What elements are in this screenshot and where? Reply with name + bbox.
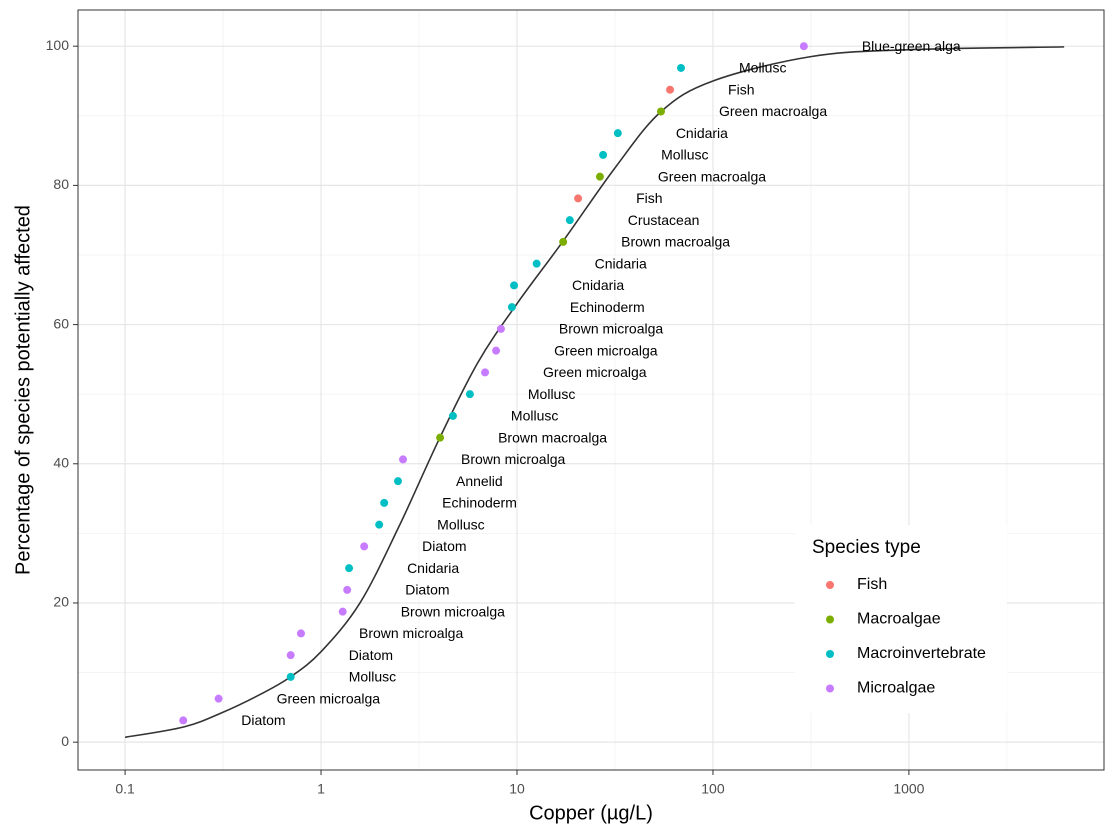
point-label: Brown microalga [401, 603, 505, 619]
y-tick-label: 40 [53, 454, 69, 470]
point [399, 455, 408, 464]
point [343, 585, 352, 594]
point-label: Fish [636, 190, 662, 206]
point-label: Green microalga [543, 364, 647, 380]
x-axis-title: Copper (µg/L) [529, 802, 653, 824]
point-label: Diatom [422, 538, 466, 554]
point-label: Diatom [405, 582, 449, 598]
point-label: Cnidaria [595, 255, 647, 271]
point-label: Crustacean [628, 212, 700, 228]
point [338, 607, 347, 616]
point [656, 107, 665, 116]
y-tick-label: 80 [53, 176, 69, 192]
point [481, 368, 490, 377]
fit-curve [124, 46, 1065, 739]
point-label: Brown macroalga [498, 429, 607, 445]
point [507, 303, 516, 312]
point-label: Brown macroalga [621, 234, 730, 250]
legend-label: Fish [857, 576, 887, 593]
point-label: Green macroalga [658, 168, 766, 184]
point [565, 216, 574, 225]
point-label: Echinoderm [570, 299, 645, 315]
y-tick-label: 20 [53, 594, 69, 610]
point-label: Cnidaria [572, 277, 624, 293]
point [360, 542, 369, 551]
point [286, 672, 295, 681]
x-tick-label: 100 [701, 781, 725, 797]
x-tick-label: 10 [509, 781, 525, 797]
point [286, 651, 295, 660]
point-label: Brown microalga [559, 321, 663, 337]
point-label: Green macroalga [719, 103, 827, 119]
legend-swatch [826, 650, 834, 658]
y-tick-label: 100 [46, 37, 70, 53]
legend-label: Macroalgae [857, 611, 941, 628]
legend-swatch [826, 615, 834, 624]
point-label: Mollusc [739, 60, 786, 76]
point [510, 281, 519, 290]
point-label: Fish [728, 81, 754, 97]
point [559, 237, 568, 246]
legend-title: Species type [812, 537, 921, 558]
point [436, 433, 445, 442]
point [214, 694, 223, 703]
point-label: Annelid [456, 473, 503, 489]
point-label: Mollusc [437, 516, 484, 532]
point [448, 411, 457, 420]
marks: Fish Fish Brown macroalga Brown macroalga Gr… [124, 38, 1065, 739]
y-tick-label: 60 [53, 315, 69, 331]
point-label: Mollusc [349, 669, 396, 685]
point-label: Diatom [241, 712, 285, 728]
point [179, 716, 188, 725]
point-label: Mollusc [661, 147, 708, 163]
y-axis-title: Percentage of species potentially affect… [12, 205, 34, 575]
point-label: Green microalga [554, 342, 658, 358]
legend-swatch [826, 581, 834, 589]
point [496, 324, 505, 333]
point [375, 520, 384, 529]
legend-label: Microalgae [857, 680, 935, 697]
point [345, 564, 354, 573]
point-label: Brown microalga [359, 625, 463, 641]
point-label: Mollusc [511, 408, 558, 424]
point [380, 498, 389, 507]
point [666, 85, 675, 94]
point-label: Brown microalga [461, 451, 565, 467]
point [613, 129, 622, 138]
point [799, 42, 808, 51]
plot-border [77, 9, 1105, 771]
legend-swatch [826, 684, 834, 693]
point-label: Blue-green alga [862, 38, 961, 54]
point [595, 172, 604, 181]
point-label: Cnidaria [407, 560, 459, 576]
x-tick-label: 0.1 [115, 781, 135, 797]
y-tick-label: 0 [61, 733, 69, 749]
legend-label: Macroinvertebrate [857, 645, 986, 662]
point-label: Cnidaria [676, 125, 728, 141]
point-label: Green microalga [277, 690, 381, 706]
point [532, 259, 541, 268]
x-tick-label: 1000 [893, 781, 924, 797]
point [393, 477, 402, 486]
grid [78, 10, 1104, 770]
point [492, 346, 501, 355]
point-label: Echinoderm [442, 495, 517, 511]
point-label: Diatom [349, 647, 393, 663]
legend: Species type Fish Macroalgae Macroinverteb… [795, 525, 1007, 713]
point [574, 194, 583, 203]
point [465, 390, 474, 399]
point [296, 629, 305, 638]
x-tick-label: 1 [317, 781, 325, 797]
point [599, 150, 608, 159]
point-label: Mollusc [528, 386, 575, 402]
point [677, 63, 686, 72]
